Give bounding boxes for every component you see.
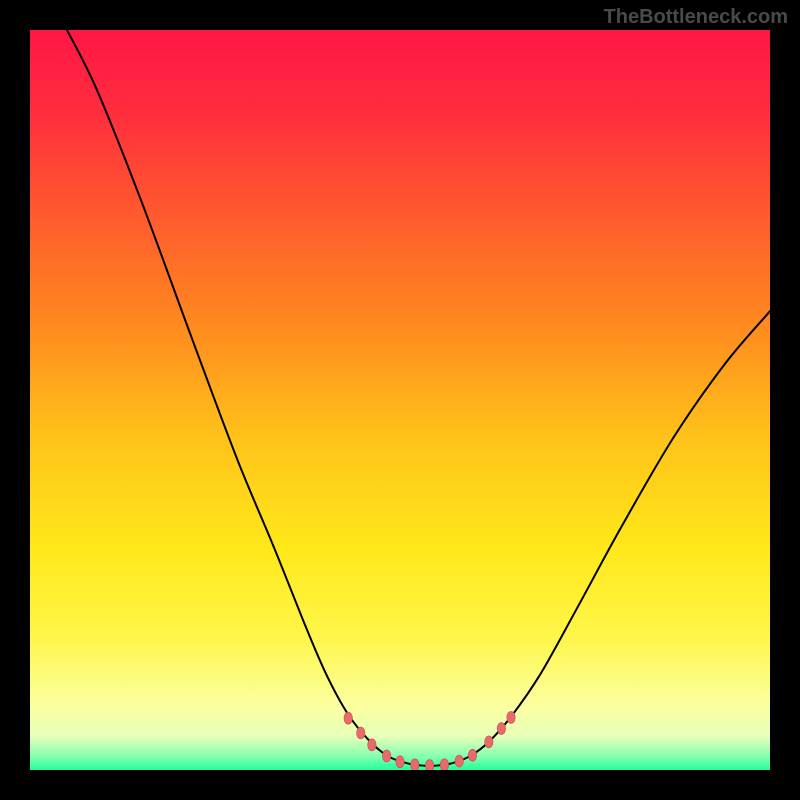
attribution-text: TheBottleneck.com — [604, 6, 788, 29]
curve-marker — [357, 727, 365, 739]
curve-marker — [507, 711, 515, 723]
curve-marker — [344, 712, 352, 724]
chart-container: TheBottleneck.com — [0, 0, 800, 800]
curve-marker — [455, 755, 463, 767]
gradient-background — [30, 30, 770, 770]
curve-marker — [411, 759, 419, 770]
curve-marker — [425, 760, 433, 770]
curve-marker — [396, 756, 404, 768]
curve-marker — [497, 723, 505, 735]
curve-marker — [368, 739, 376, 751]
curve-marker — [485, 736, 493, 748]
plot-area — [30, 30, 770, 770]
curve-marker — [468, 749, 476, 761]
curve-marker — [382, 750, 390, 762]
curve-marker — [440, 759, 448, 770]
bottleneck-curve-chart — [30, 30, 770, 770]
